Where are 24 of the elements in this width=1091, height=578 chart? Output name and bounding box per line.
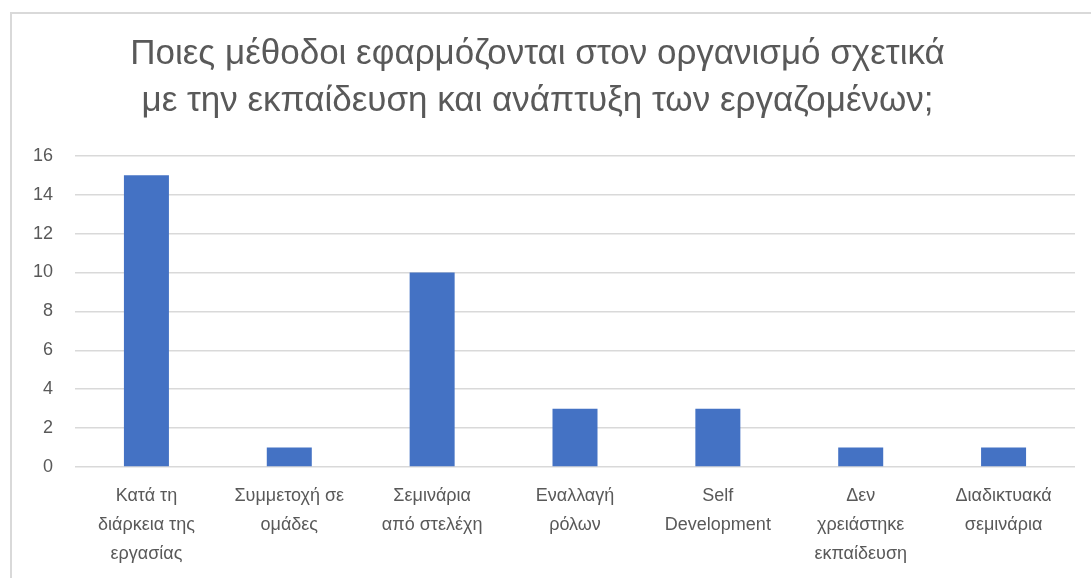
x-tick-label: Δεν χρειάστηκε εκπαίδευση: [814, 485, 908, 563]
bar: [123, 175, 169, 467]
y-tick-label: 6: [42, 339, 53, 360]
x-tick-label: Σεμινάρια από στελέχη: [381, 485, 483, 535]
bar: [552, 408, 598, 467]
x-tick-label: Εναλλαγή ρόλων: [535, 485, 615, 535]
bar: [409, 272, 455, 467]
y-tick-label: 12: [32, 222, 53, 243]
y-tick-label: 16: [32, 144, 53, 165]
y-tick-label: 2: [42, 417, 53, 438]
x-tick-label: Διαδικτυακά σεμινάρια: [955, 485, 1052, 535]
bar: [838, 447, 884, 467]
y-tick-label: 14: [32, 183, 53, 204]
chart-title: Ποιες μέθοδοι εφαρμόζονται στον οργανισμό σχετικά με την εκπαίδευση και ανάπτυξη των εργαζομένων;: [130, 32, 945, 119]
bar: [695, 408, 741, 467]
bar: [981, 447, 1027, 467]
x-tick-label: Self Development: [664, 485, 771, 535]
bar: [266, 447, 312, 467]
x-tick-label: Συμμετοχή σε ομάδες: [234, 485, 345, 535]
y-tick-label: 10: [32, 261, 53, 282]
y-tick-label: 4: [42, 378, 53, 399]
y-tick-label: 0: [42, 455, 53, 476]
y-tick-label: 8: [42, 300, 53, 321]
x-tick-label: Κατά τη διάρκεια της εργασίας: [97, 485, 196, 563]
